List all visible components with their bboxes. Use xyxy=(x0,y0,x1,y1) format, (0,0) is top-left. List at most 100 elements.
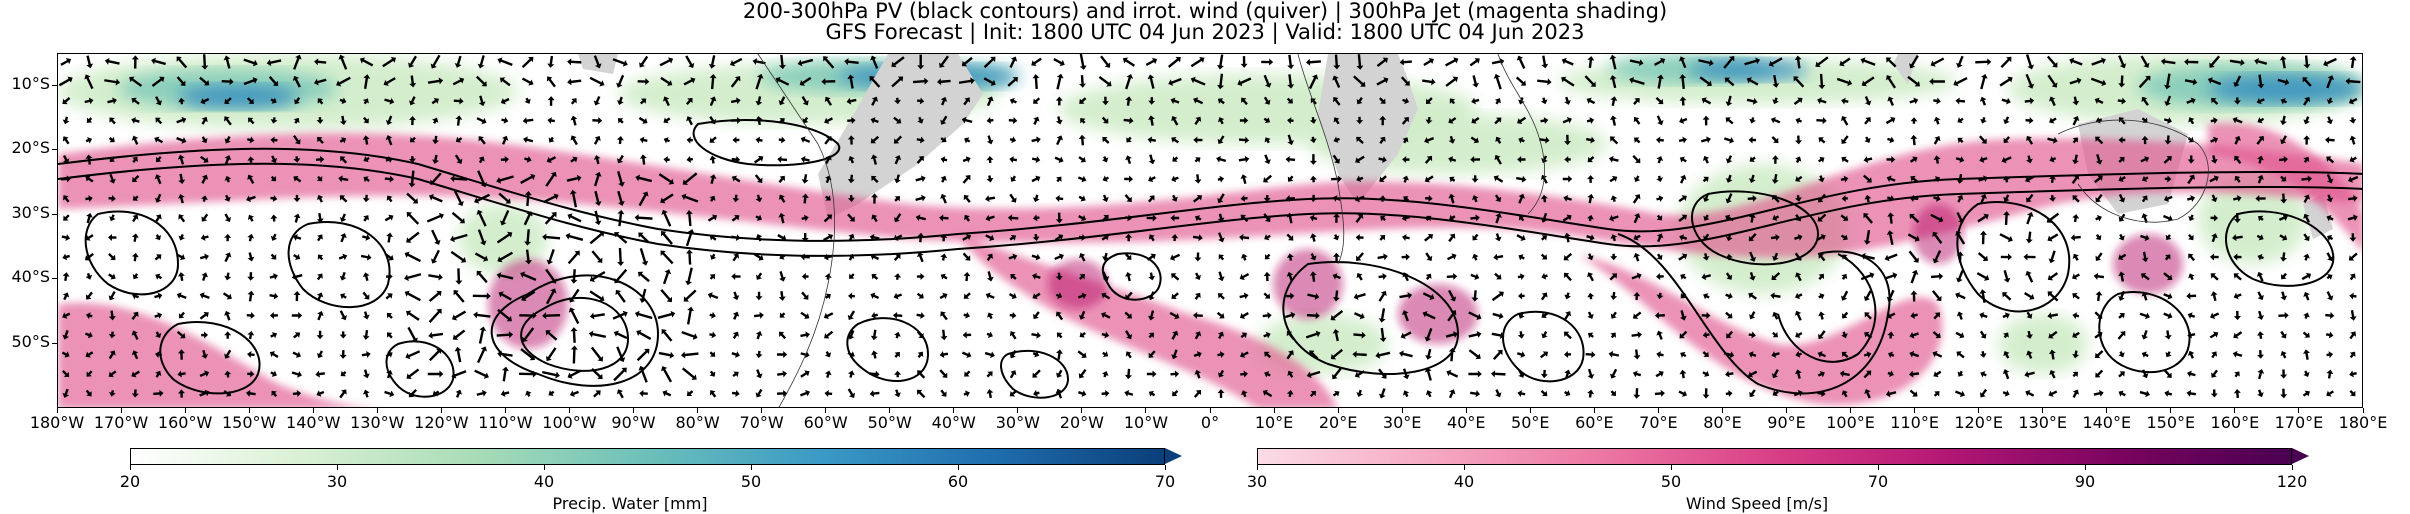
wind-arrow-shape xyxy=(1910,117,1918,124)
wind-arrow xyxy=(2255,195,2266,203)
wind-arrow-shape xyxy=(963,390,970,398)
wind-arrow-shape xyxy=(270,370,277,377)
wind-arrow-shape xyxy=(1032,214,1040,222)
wind-arrow-shape xyxy=(1031,136,1041,144)
wind-arrow xyxy=(1563,232,1571,243)
wind-arrow-shape xyxy=(1656,115,1664,126)
wind-arrow-shape xyxy=(224,194,231,202)
wind-arrow xyxy=(104,78,121,86)
wind-arrow-shape xyxy=(1125,330,1133,340)
wind-arrow-shape xyxy=(752,58,766,65)
wind-arrow-shape xyxy=(939,214,949,222)
wind-arrow xyxy=(1078,233,1086,241)
wind-arrow-shape xyxy=(2025,231,2033,244)
wind-arrow xyxy=(685,97,693,105)
wind-arrow-shape xyxy=(2349,135,2357,145)
wind-arrow-shape xyxy=(1009,156,1018,163)
wind-arrow xyxy=(2257,331,2264,339)
wind-arrow xyxy=(615,289,626,303)
wind-arrow xyxy=(894,97,901,105)
wind-arrow xyxy=(247,136,255,144)
wind-arrow xyxy=(1793,390,1803,397)
wind-arrow-shape xyxy=(2095,154,2103,165)
wind-arrow xyxy=(1263,292,1271,299)
wind-arrow xyxy=(1863,156,1873,163)
wind-arrow-shape xyxy=(2303,96,2311,106)
wind-arrow xyxy=(731,214,740,222)
wind-arrow xyxy=(2001,156,2012,164)
wind-arrow xyxy=(2303,349,2310,360)
wind-arrow-shape xyxy=(824,96,833,106)
wind-arrow xyxy=(870,329,878,341)
wind-arrow-shape xyxy=(2048,250,2056,264)
wind-arrow xyxy=(567,369,582,379)
wind-arrow-shape xyxy=(1355,155,1365,164)
wind-arrow-shape xyxy=(915,214,926,222)
pv-contour xyxy=(2098,291,2191,374)
wind-arrow-shape xyxy=(871,175,879,184)
wind-arrow-shape xyxy=(1517,273,1525,281)
wind-arrow-shape xyxy=(520,271,537,281)
wind-arrow-shape xyxy=(1700,136,1711,144)
wind-arrow-shape xyxy=(247,233,255,242)
wind-arrow xyxy=(109,156,116,163)
wind-arrow xyxy=(246,312,255,319)
wind-arrow xyxy=(2003,332,2009,339)
wind-arrow-shape xyxy=(964,214,971,222)
wind-arrow xyxy=(1124,253,1132,260)
wind-arrow xyxy=(1772,214,1780,221)
wind-arrow-shape xyxy=(268,76,279,87)
wind-arrow-shape xyxy=(1910,175,1919,183)
wind-arrow xyxy=(131,97,140,105)
wind-arrow xyxy=(1080,118,1086,124)
wind-arrow-shape xyxy=(617,247,625,266)
wind-arrow-shape xyxy=(1261,58,1274,66)
wind-arrow-shape xyxy=(1425,273,1432,281)
wind-arrow-shape xyxy=(917,370,926,379)
wind-arrow-shape xyxy=(2280,369,2288,379)
wind-arrow xyxy=(1332,75,1341,89)
wind-arrow-shape xyxy=(1354,312,1365,320)
wind-arrow xyxy=(1286,253,1294,261)
wind-arrow xyxy=(1171,194,1178,202)
wind-arrow-shape xyxy=(522,117,534,125)
wind-arrow xyxy=(363,215,369,222)
wind-arrow xyxy=(847,174,855,184)
wind-arrow-shape xyxy=(566,174,582,182)
wind-arrow xyxy=(1539,136,1550,144)
wind-arrow-shape xyxy=(1031,57,1042,67)
wind-arrow xyxy=(453,289,465,303)
wind-arrow-shape xyxy=(2280,175,2287,182)
jet-shading xyxy=(58,122,2362,407)
wind-arrow xyxy=(636,348,650,362)
wind-arrow-shape xyxy=(1148,97,1156,105)
wind-arrow xyxy=(1494,233,1502,242)
wind-arrow xyxy=(2211,369,2218,378)
wind-arrow-shape xyxy=(1518,369,1525,378)
wind-arrow-shape xyxy=(680,351,699,359)
wind-arrow xyxy=(1216,311,1225,319)
wind-arrow-shape xyxy=(2348,194,2358,202)
wind-arrow xyxy=(778,175,785,184)
wind-arrow-shape xyxy=(316,117,324,124)
wind-arrow xyxy=(777,234,787,241)
wind-arrow xyxy=(2280,351,2287,359)
wind-arrow-shape xyxy=(1170,97,1180,105)
wind-arrow-shape xyxy=(1817,370,1825,378)
wind-arrow xyxy=(1748,213,1756,223)
wind-arrow xyxy=(1541,272,1548,280)
wind-arrow-shape xyxy=(85,389,92,397)
wind-arrow-shape xyxy=(201,174,209,184)
wind-arrow xyxy=(729,57,743,67)
wind-arrow xyxy=(1839,57,1851,67)
wind-arrow xyxy=(62,388,70,398)
wind-arrow xyxy=(779,253,786,260)
colorbar-tick xyxy=(750,465,752,470)
wind-arrow-shape xyxy=(499,77,511,87)
wind-arrow-shape xyxy=(1795,117,1802,125)
lon-tick xyxy=(1273,408,1275,413)
wind-arrow-shape xyxy=(638,116,648,124)
wind-arrow-shape xyxy=(1148,350,1156,358)
wind-arrow-shape xyxy=(1101,116,1109,124)
wind-arrow xyxy=(1771,369,1779,379)
